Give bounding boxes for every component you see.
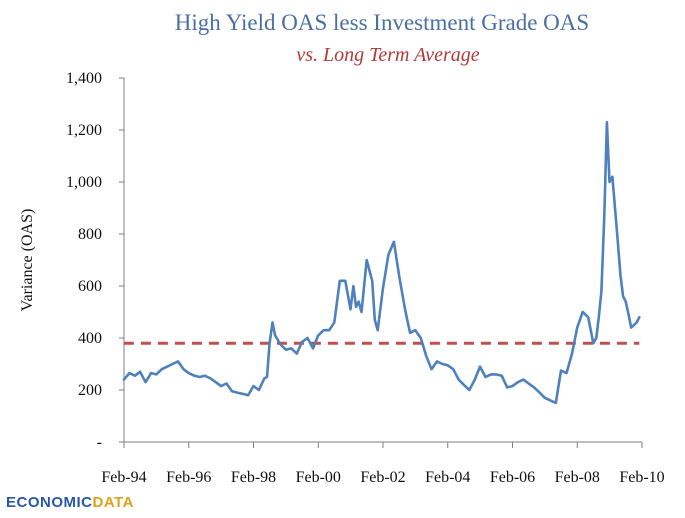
x-tick-label: Feb-98 xyxy=(231,469,276,486)
x-tick-label: Feb-04 xyxy=(425,469,470,486)
chart-title: High Yield OAS less Investment Grade OAS xyxy=(175,10,589,35)
y-tick-label: 200 xyxy=(78,382,102,399)
x-tick-label: Feb-00 xyxy=(296,469,341,486)
chart-subtitle: vs. Long Term Average xyxy=(296,44,479,66)
x-tick-label: Feb-94 xyxy=(101,469,146,486)
y-tick-label: 1,000 xyxy=(66,174,102,191)
x-tick-label: Feb-10 xyxy=(619,469,664,486)
x-tick-label: Feb-08 xyxy=(555,469,600,486)
axes xyxy=(123,78,642,443)
y-tick-label: 600 xyxy=(78,278,102,295)
y-tick-label: 1,400 xyxy=(66,70,102,87)
economic-data-logo: ECONOMICDATA xyxy=(6,494,134,511)
logo-part-2: DATA xyxy=(92,494,134,511)
x-ticks: Feb-94 Feb-96 Feb-98 Feb-00 Feb-02 Feb-04 Feb-… xyxy=(101,442,665,486)
y-ticks: - 200 400 600 800 1,000 1,200 1,400 xyxy=(66,70,124,451)
x-tick-label: Feb-96 xyxy=(166,469,211,486)
y-tick-label: - xyxy=(97,434,102,451)
y-tick-label: 400 xyxy=(78,330,102,347)
y-axis-label: Variance (OAS) xyxy=(19,209,36,312)
series-layer xyxy=(122,120,641,405)
oas-spread-series-line xyxy=(122,120,641,405)
y-tick-label: 800 xyxy=(78,226,102,243)
x-tick-label: Feb-06 xyxy=(490,469,535,486)
x-tick-label: Feb-02 xyxy=(360,469,405,486)
logo-part-1: ECONOMIC xyxy=(6,494,93,511)
y-tick-label: 1,200 xyxy=(66,122,102,139)
